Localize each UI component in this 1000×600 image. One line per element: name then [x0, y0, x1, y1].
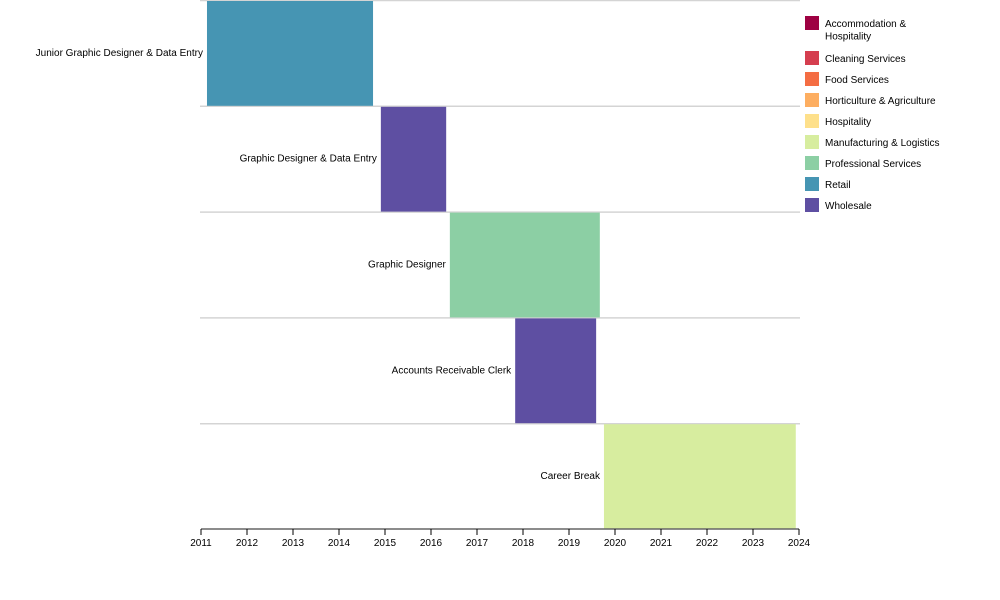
legend-swatch	[805, 51, 819, 65]
tick-label: 2012	[236, 538, 259, 549]
tick-label: 2024	[788, 538, 811, 549]
legend-swatch	[805, 177, 819, 191]
legend-label: Manufacturing & Logistics	[825, 138, 940, 149]
task-bar	[206, 1, 374, 106]
tick-label: 2016	[420, 538, 443, 549]
x-axis: 2011 2012 2013 2014 2015 2016 2017 2018 2019 2020…	[190, 528, 811, 549]
tick-label: 2017	[466, 538, 489, 549]
tick-label: 2020	[604, 538, 627, 549]
task-label: Junior Graphic Designer & Data Entry	[36, 48, 203, 59]
legend-swatch	[805, 93, 819, 107]
legend-swatch	[805, 135, 819, 149]
tick-label: 2021	[650, 538, 673, 549]
tick-label: 2015	[374, 538, 397, 549]
legend-swatch	[805, 156, 819, 170]
rows: Junior Graphic Designer & Data Entry Grap…	[36, 0, 800, 529]
legend-label: Horticulture & Agriculture	[825, 96, 936, 107]
legend-label: Food Services	[825, 75, 889, 86]
task-bar	[380, 106, 447, 212]
legend: Accommodation & Hospitality Cleaning Servi…	[805, 16, 940, 212]
task-label: Graphic Designer & Data Entry	[240, 154, 377, 165]
legend-swatch	[805, 198, 819, 212]
task-bar	[449, 212, 600, 318]
tick-label: 2023	[742, 538, 765, 549]
tick-label: 2014	[328, 538, 351, 549]
task-bar	[515, 318, 597, 424]
legend-swatch	[805, 72, 819, 86]
task-label: Graphic Designer	[368, 260, 446, 271]
legend-label: Hospitality	[825, 32, 871, 43]
legend-label: Wholesale	[825, 201, 872, 212]
tick-label: 2022	[696, 538, 719, 549]
legend-swatch	[805, 16, 819, 30]
tick-label: 2011	[190, 538, 212, 549]
legend-swatch	[805, 114, 819, 128]
task-bar	[603, 424, 796, 529]
legend-label: Accommodation &	[825, 19, 906, 30]
task-label: Career Break	[540, 471, 600, 482]
tick-label: 2018	[512, 538, 535, 549]
tick-label: 2019	[558, 538, 581, 549]
legend-label: Hospitality	[825, 117, 871, 128]
legend-label: Professional Services	[825, 159, 921, 170]
task-label: Accounts Receivable Clerk	[392, 365, 512, 376]
tick-label: 2013	[282, 538, 305, 549]
legend-label: Retail	[825, 180, 851, 191]
legend-label: Cleaning Services	[825, 54, 906, 65]
